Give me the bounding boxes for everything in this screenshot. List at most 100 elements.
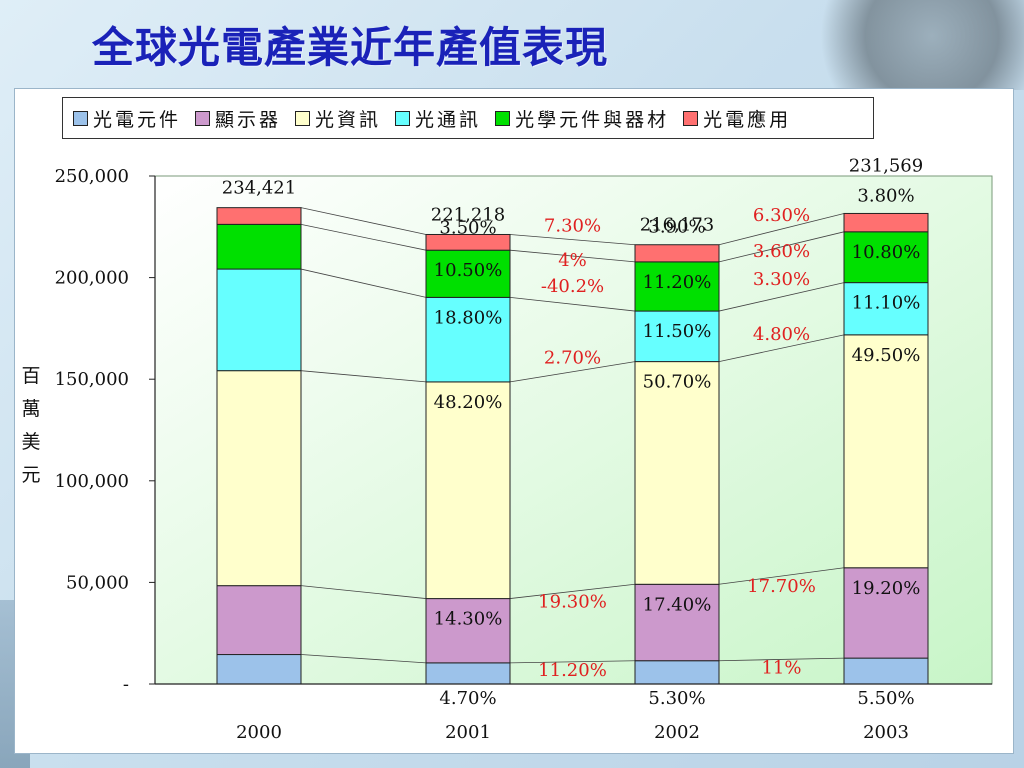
segment-label: 50.70% xyxy=(643,372,712,393)
segment-label: 5.50% xyxy=(857,688,914,709)
growth-label: 4.80% xyxy=(753,324,810,345)
connector-line xyxy=(718,334,845,362)
segment-label: 11.10% xyxy=(852,293,921,314)
connector-line xyxy=(300,223,427,251)
bar-segment xyxy=(843,231,929,284)
bar-segment xyxy=(425,296,511,383)
legend-swatch xyxy=(73,110,88,126)
total-label: 231,569 xyxy=(849,155,923,176)
y-tick-label: 100,000 xyxy=(55,471,129,492)
connector-line xyxy=(300,370,427,383)
y-tick-label: 50,000 xyxy=(66,572,129,593)
slide-title: 全球光電產業近年產值表現 xyxy=(92,23,609,72)
data-labels: 234,421 221,218 216,173 231,569 4.70% 5.30% 5.… xyxy=(222,155,923,709)
connector-line xyxy=(718,213,845,246)
bar-segment xyxy=(216,268,302,372)
bar-segment xyxy=(634,660,720,685)
connector-line xyxy=(300,268,427,298)
bar-segment xyxy=(425,381,511,600)
x-tick-label: 2002 xyxy=(654,722,700,743)
segment-label: 49.50% xyxy=(852,345,921,366)
bar-segment xyxy=(216,207,302,225)
y-tick-label: 200,000 xyxy=(55,268,129,289)
x-tick-label: 2003 xyxy=(863,722,909,743)
growth-label: 3.60% xyxy=(753,241,810,262)
segment-label: 14.30% xyxy=(434,609,503,630)
segment-label: 11.20% xyxy=(643,272,712,293)
bar-segment xyxy=(634,244,720,263)
growth-label: 17.70% xyxy=(747,576,816,597)
connector-line xyxy=(718,231,845,263)
legend-item: 光學元件與器材 xyxy=(495,105,669,132)
legend-swatch xyxy=(495,110,511,126)
legend-item: 光通訊 xyxy=(395,105,481,132)
segment-label: 11.50% xyxy=(643,321,712,342)
growth-label: 6.30% xyxy=(753,205,810,226)
legend-label: 光資訊 xyxy=(315,108,382,131)
legend-label: 光電應用 xyxy=(703,108,792,131)
total-label: 216,173 xyxy=(640,215,714,236)
bar-segment xyxy=(843,657,929,685)
connector-line xyxy=(718,282,845,312)
growth-label: 4% xyxy=(558,250,587,271)
y-axis-label: 百萬美元 xyxy=(21,365,41,486)
legend-label: 光電元件 xyxy=(93,108,182,131)
connector-line xyxy=(300,654,427,664)
bar-segment xyxy=(634,310,720,363)
bar-segment xyxy=(216,223,302,270)
segment-label: 3.80% xyxy=(857,185,914,206)
connector-line xyxy=(300,207,427,235)
bar-segment xyxy=(216,370,302,587)
legend-label: 顯示器 xyxy=(215,108,282,131)
bar-segment xyxy=(843,334,929,569)
segment-label: 3.90% xyxy=(648,217,705,238)
bar-segment xyxy=(216,585,302,656)
segment-label: 4.70% xyxy=(439,688,496,709)
bar-segment xyxy=(425,598,511,664)
connector-lines xyxy=(300,207,845,664)
connector-line xyxy=(509,234,636,246)
legend-item: 顯示器 xyxy=(195,105,281,132)
legend-item: 光資訊 xyxy=(295,105,381,132)
segment-label: 10.80% xyxy=(852,242,921,263)
legend-label: 光通訊 xyxy=(415,108,482,131)
bar-segment xyxy=(216,654,302,685)
connector-line xyxy=(718,657,845,662)
legend-swatch xyxy=(395,110,411,126)
growth-label: 3.30% xyxy=(753,269,810,290)
bar-segment xyxy=(634,583,720,662)
bar-segment xyxy=(634,361,720,585)
growth-label: 19.30% xyxy=(538,591,607,612)
growth-label: 11% xyxy=(761,657,801,678)
growth-label: 7.30% xyxy=(544,216,601,237)
connector-line xyxy=(509,583,636,599)
axes: - 50,000 100,000 150,000 200,000 250,000 2000 2… xyxy=(55,166,992,743)
y-tick-label: 250,000 xyxy=(55,166,129,187)
segment-label: 19.20% xyxy=(852,578,921,599)
legend-swatch xyxy=(195,110,211,126)
segment-label: 17.40% xyxy=(643,594,712,615)
connector-line xyxy=(300,585,427,599)
segment-label: 5.30% xyxy=(648,688,705,709)
bar-segment xyxy=(425,233,511,251)
connector-line xyxy=(718,567,845,585)
bars xyxy=(216,207,929,685)
legend-swatch xyxy=(683,110,699,126)
connector-line xyxy=(509,296,636,312)
segment-label: 3.50% xyxy=(439,217,496,238)
bar-segment xyxy=(843,282,929,336)
legend-label: 光學元件與器材 xyxy=(515,108,670,131)
connector-line xyxy=(509,660,636,664)
growth-label: 11.20% xyxy=(538,660,607,681)
connector-line xyxy=(509,249,636,263)
y-tick-label: - xyxy=(123,674,129,695)
typewriter-decoration xyxy=(794,0,1024,90)
legend-swatch xyxy=(295,110,311,126)
total-label: 221,218 xyxy=(431,204,505,225)
segment-label: 10.50% xyxy=(434,260,503,281)
segment-label: 48.20% xyxy=(434,392,503,413)
legend-item: 光電應用 xyxy=(683,105,791,132)
connector-line xyxy=(509,361,636,383)
x-tick-label: 2001 xyxy=(445,722,491,743)
